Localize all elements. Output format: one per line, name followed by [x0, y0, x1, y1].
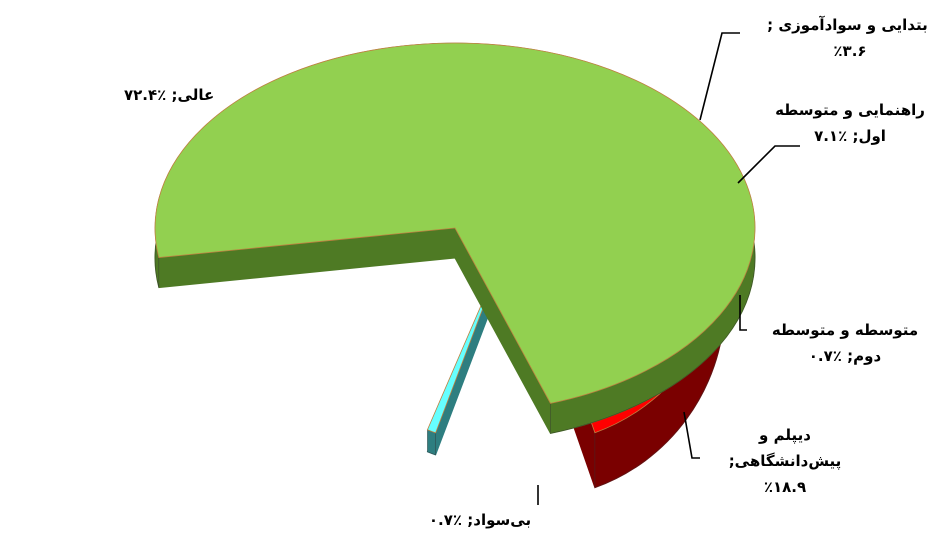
data-label-line: دوم; ٪۰.۷	[809, 347, 882, 365]
data-label-line: بی‌سواد; ٪۰.۷	[429, 511, 531, 529]
data-label-line: عالی; ٪۷۲.۴	[124, 86, 214, 104]
pie-slice-0	[154, 42, 756, 434]
data-label-line: راهنمایی و متوسطه	[775, 101, 925, 119]
leader-line-1	[699, 32, 740, 121]
data-label-3: متوسطه و متوسطه دوم; ٪۰.۷	[772, 321, 918, 365]
data-label-2: راهنمایی و متوسطه اول; ٪۷.۱	[775, 101, 925, 145]
leader-line-3	[739, 295, 747, 331]
data-label-line: ابتدایی و سوادآموزی ;	[767, 16, 927, 34]
data-label-line: اول; ٪۷.۱	[814, 127, 886, 145]
data-label-5: بی‌سواد; ٪۰.۷	[429, 511, 531, 529]
data-label-line: دیپلم و	[758, 426, 811, 445]
data-label-line: متوسطه و متوسطه	[772, 321, 918, 339]
leader-line-4	[683, 411, 700, 459]
data-label-line: ٪۱۸.۹	[764, 478, 806, 496]
data-label-4: دیپلم و پیش‌دانشگاهی; ٪۱۸.۹	[729, 426, 842, 496]
data-label-line: ٪۳.۶	[833, 42, 866, 60]
leader-line-2	[737, 145, 800, 184]
data-label-0: عالی; ٪۷۲.۴	[124, 86, 214, 104]
data-label-1: ابتدایی و سوادآموزی ; ٪۳.۶	[767, 16, 927, 60]
data-label-line: پیش‌دانشگاهی;	[729, 452, 842, 471]
